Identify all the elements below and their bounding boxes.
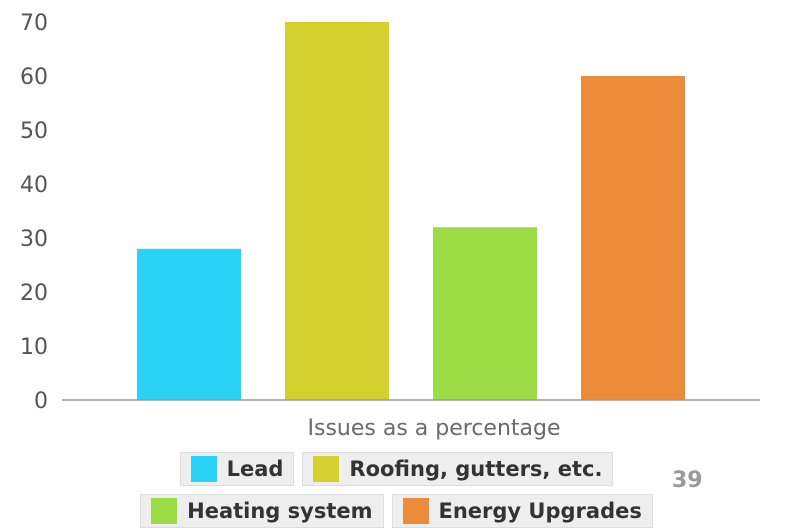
legend-item: Energy Upgrades (391, 494, 653, 528)
legend-item: Heating system (140, 494, 384, 528)
legend-swatch (151, 498, 178, 524)
y-tick-label: 10 (20, 335, 48, 360)
page-number: 39 (672, 468, 703, 493)
legend-label: Energy Upgrades (438, 499, 642, 523)
bar-lead (137, 248, 241, 400)
x-axis-label: Issues as a percentage (308, 416, 561, 441)
legend-label: Roofing, gutters, etc. (349, 457, 603, 481)
y-tick-label: 50 (20, 119, 48, 144)
y-tick-label: 40 (20, 173, 48, 198)
y-tick-label: 30 (20, 227, 48, 252)
bar-roofing-gutters-etc (285, 22, 389, 400)
bar-energy-upgrades (581, 76, 685, 400)
bars (137, 22, 685, 400)
y-axis: 0 10 20 30 40 50 60 70 (20, 11, 48, 414)
y-tick-label: 60 (20, 65, 48, 90)
bar-heating-system (433, 227, 537, 400)
legend-swatch (313, 456, 340, 482)
legend-swatch (402, 498, 429, 524)
y-tick-label: 70 (20, 11, 48, 36)
legend-item: Roofing, gutters, etc. (302, 452, 614, 486)
bar-chart: 0 10 20 30 40 50 60 70 Issues as a percentage (20, 11, 760, 441)
y-tick-label: 20 (20, 281, 48, 306)
legend-label: Lead (226, 457, 284, 481)
y-tick-label: 0 (34, 389, 48, 414)
legend-swatch (190, 456, 217, 482)
legend-item: Lead (179, 452, 295, 486)
legend-label: Heating system (187, 499, 373, 523)
legend: Lead Roofing, gutters, etc. Heating system… (0, 452, 793, 528)
